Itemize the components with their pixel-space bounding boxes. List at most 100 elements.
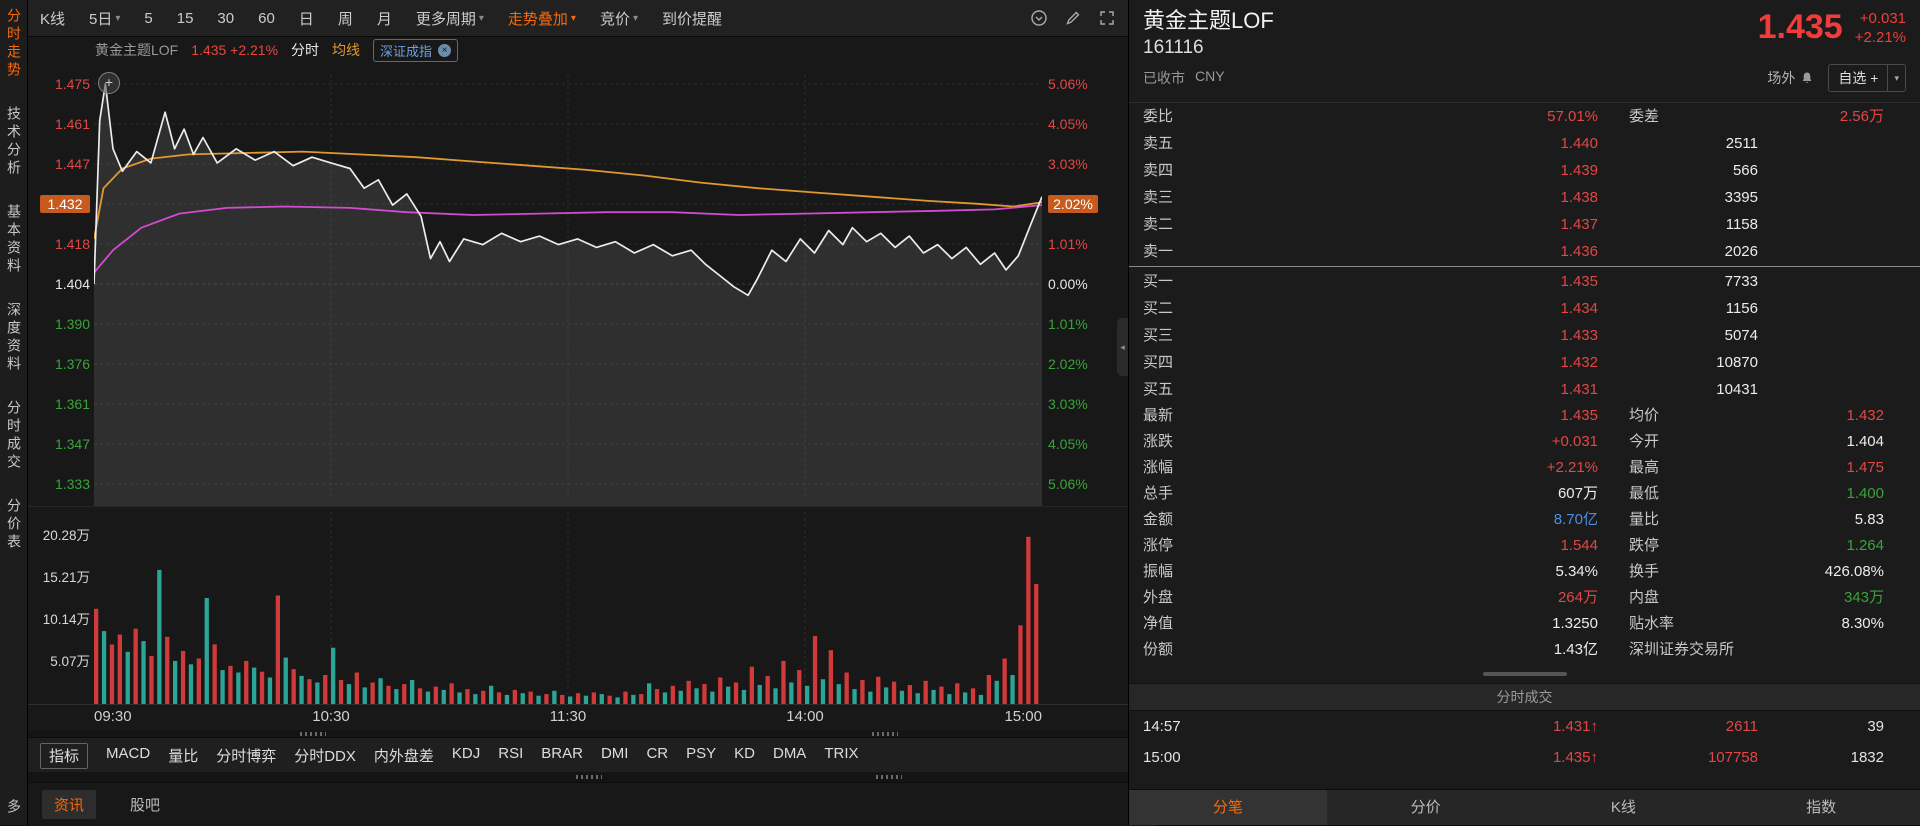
overlay-index-label: 深证成指 — [380, 43, 433, 59]
toolbar-item-1[interactable]: K线 — [40, 10, 66, 28]
legend-price-change: 1.435 +2.21% — [191, 42, 279, 58]
tick-row: 14:57 1.431↑ 2611 39 — [1143, 718, 1884, 735]
quote-tab-4[interactable]: 指数 — [1806, 799, 1837, 816]
overlay-index-tag[interactable]: 深证成指 × — [373, 38, 459, 62]
price-axis-label-left: 1.347 — [54, 436, 90, 452]
add-watchlist-label: 自选 + — [1829, 65, 1889, 91]
news-tab-2[interactable]: 股吧 — [130, 797, 161, 814]
indicator-box-button[interactable]: 指标 — [40, 742, 89, 769]
price-axis-label-left: 1.404 — [54, 276, 90, 292]
indicator-item-10[interactable]: CR — [646, 745, 669, 762]
toolbar-item-8[interactable]: 周 — [337, 10, 353, 28]
legend-mode-label[interactable]: 分时 — [291, 42, 320, 58]
time-axis-label: 10:30 — [312, 708, 350, 725]
splitter-grip[interactable] — [300, 732, 326, 736]
pct-axis-label-right: 3.03% — [1048, 396, 1088, 412]
stat-row: 涨跌 +0.031 今开 1.404 — [1143, 433, 1884, 450]
sidebar-item-7[interactable]: 多 — [6, 799, 22, 817]
sidebar-item-3[interactable]: 基本资料 — [6, 204, 22, 276]
tick-list: 14:57 1.431↑ 2611 39 15:00 1.435↑ 107758 1832 — [1129, 711, 1920, 773]
orderbook-row[interactable]: 买五 1.431 10431 — [1143, 381, 1758, 398]
toolbar-item-4[interactable]: 15 — [176, 9, 194, 27]
indicator-item-4[interactable]: 分时DDX — [294, 748, 356, 765]
price-axis-label-left: 1.418 — [54, 236, 90, 252]
zoom-icon[interactable]: + — [98, 72, 120, 94]
indicator-item-11[interactable]: PSY — [686, 745, 717, 762]
volume-chart-svg[interactable] — [94, 512, 1042, 704]
indicator-item-1[interactable]: MACD — [106, 745, 151, 762]
legend-avgline-label[interactable]: 均线 — [332, 42, 361, 58]
bottom-splitter[interactable] — [28, 772, 1128, 782]
toolbar-item-7[interactable]: 日 — [298, 10, 314, 28]
splitter-grip[interactable] — [876, 775, 902, 779]
status-text: 已收市 — [1143, 70, 1185, 86]
splitter-grip[interactable] — [576, 775, 602, 779]
splitter-grip[interactable] — [872, 732, 898, 736]
indicator-item-7[interactable]: RSI — [498, 745, 524, 762]
toolbar-item-11[interactable]: 走势叠加 ▾ — [507, 10, 576, 28]
draw-pen-icon[interactable] — [1064, 9, 1082, 27]
indicator-item-3[interactable]: 分时博弈 — [216, 748, 277, 765]
toolbar-item-3[interactable]: 5 — [144, 9, 153, 27]
orderbook-row[interactable]: 卖一 1.436 2026 — [1143, 243, 1758, 260]
overlay-remove-icon[interactable]: × — [438, 43, 452, 57]
quote-tab-1[interactable]: 分笔 — [1129, 790, 1327, 825]
sidebar-item-2[interactable]: 技术分析 — [6, 106, 22, 178]
orderbook-row[interactable]: 买四 1.432 10870 — [1143, 354, 1758, 371]
price-axis-label-left: 1.461 — [54, 116, 90, 132]
stat-row: 最新 1.435 均价 1.432 — [1143, 407, 1884, 424]
orderbook-row[interactable]: 买一 1.435 7733 — [1143, 273, 1758, 290]
sidebar-item-6[interactable]: 分价表 — [6, 498, 22, 552]
toolbar-item-9[interactable]: 月 — [376, 10, 392, 28]
orderbook-row[interactable]: 卖五 1.440 2511 — [1143, 135, 1758, 152]
indicator-item-5[interactable]: 内外盘差 — [373, 748, 434, 765]
toolbar-item-2[interactable]: 5日 ▾ — [89, 10, 121, 28]
add-watchlist-button[interactable]: 自选 + ▾ — [1828, 64, 1906, 92]
news-tab-1[interactable]: 资讯 — [42, 790, 97, 819]
pct-axis-label-right: 0.00% — [1048, 276, 1088, 292]
toolbar-item-5[interactable]: 30 — [217, 9, 235, 27]
left-nav-sidebar: 分时走势技术分析基本资料深度资料分时成交分价表多 — [0, 0, 28, 825]
pct-axis-label-right: 2.02% — [1048, 356, 1088, 372]
otc-market-chip[interactable]: 场外 — [1767, 68, 1814, 88]
panel-resize-grip[interactable] — [1482, 672, 1567, 676]
alert-circle-icon[interactable] — [1030, 9, 1048, 27]
indicator-item-6[interactable]: KDJ — [451, 745, 481, 762]
price-axis-label-left: 1.432 — [40, 195, 90, 213]
orderbook-row[interactable]: 买二 1.434 1156 — [1143, 300, 1758, 317]
pane-splitter[interactable] — [28, 731, 1128, 737]
weicha-label: 委差 — [1629, 108, 1660, 125]
price-axis-label-left: 1.361 — [54, 396, 90, 412]
sidebar-item-4[interactable]: 深度资料 — [6, 302, 22, 374]
orderbook-divider — [1129, 266, 1920, 267]
orderbook-row[interactable]: 买三 1.433 5074 — [1143, 327, 1758, 344]
indicator-item-14[interactable]: TRIX — [824, 745, 859, 762]
pct-axis-label-right: 1.01% — [1048, 236, 1088, 252]
orderbook-row[interactable]: 卖三 1.438 3395 — [1143, 189, 1758, 206]
fullscreen-icon[interactable] — [1098, 9, 1116, 27]
sidebar-item-1[interactable]: 分时走势 — [6, 8, 22, 80]
toolbar-item-10[interactable]: 更多周期 ▾ — [415, 10, 484, 28]
quote-tab-3[interactable]: K线 — [1610, 799, 1636, 816]
chevron-down-icon[interactable]: ▾ — [1894, 72, 1899, 83]
intraday-price-pane: + 1.475 1.461 1.447 1.432 1.418 1.404 1.390 1.3… — [28, 64, 1128, 507]
orderbook-row[interactable]: 卖二 1.437 1158 — [1143, 216, 1758, 233]
toolbar-item-13[interactable]: 到价提醒 — [661, 10, 722, 28]
toolbar-items: K线 5日 ▾ 5 15 30 60 日 周 月 更多周期 ▾ 走势叠加 ▾ 竞价 ▾ 到价提醒 — [40, 8, 722, 29]
orderbook-row[interactable]: 卖四 1.439 566 — [1143, 162, 1758, 179]
indicator-item-2[interactable]: 量比 — [168, 748, 199, 765]
indicator-item-9[interactable]: DMI — [600, 745, 629, 762]
quote-tab-2[interactable]: 分价 — [1410, 799, 1441, 816]
status-row-right: 场外 自选 + ▾ — [1767, 64, 1906, 92]
pct-axis-label-right: 3.03% — [1048, 156, 1088, 172]
indicator-item-8[interactable]: BRAR — [541, 745, 583, 762]
price-chart-svg[interactable] — [94, 64, 1042, 506]
indicator-item-12[interactable]: KD — [734, 745, 755, 762]
indicator-item-13[interactable]: DMA — [772, 745, 807, 762]
stat-row: 净值 1.3250 贴水率 8.30% — [1143, 615, 1884, 632]
toolbar-item-6[interactable]: 60 — [258, 9, 275, 27]
sidebar-item-5[interactable]: 分时成交 — [6, 400, 22, 472]
collapse-panel-handle[interactable]: ◂ — [1117, 318, 1128, 376]
toolbar-item-12[interactable]: 竞价 ▾ — [599, 10, 638, 28]
